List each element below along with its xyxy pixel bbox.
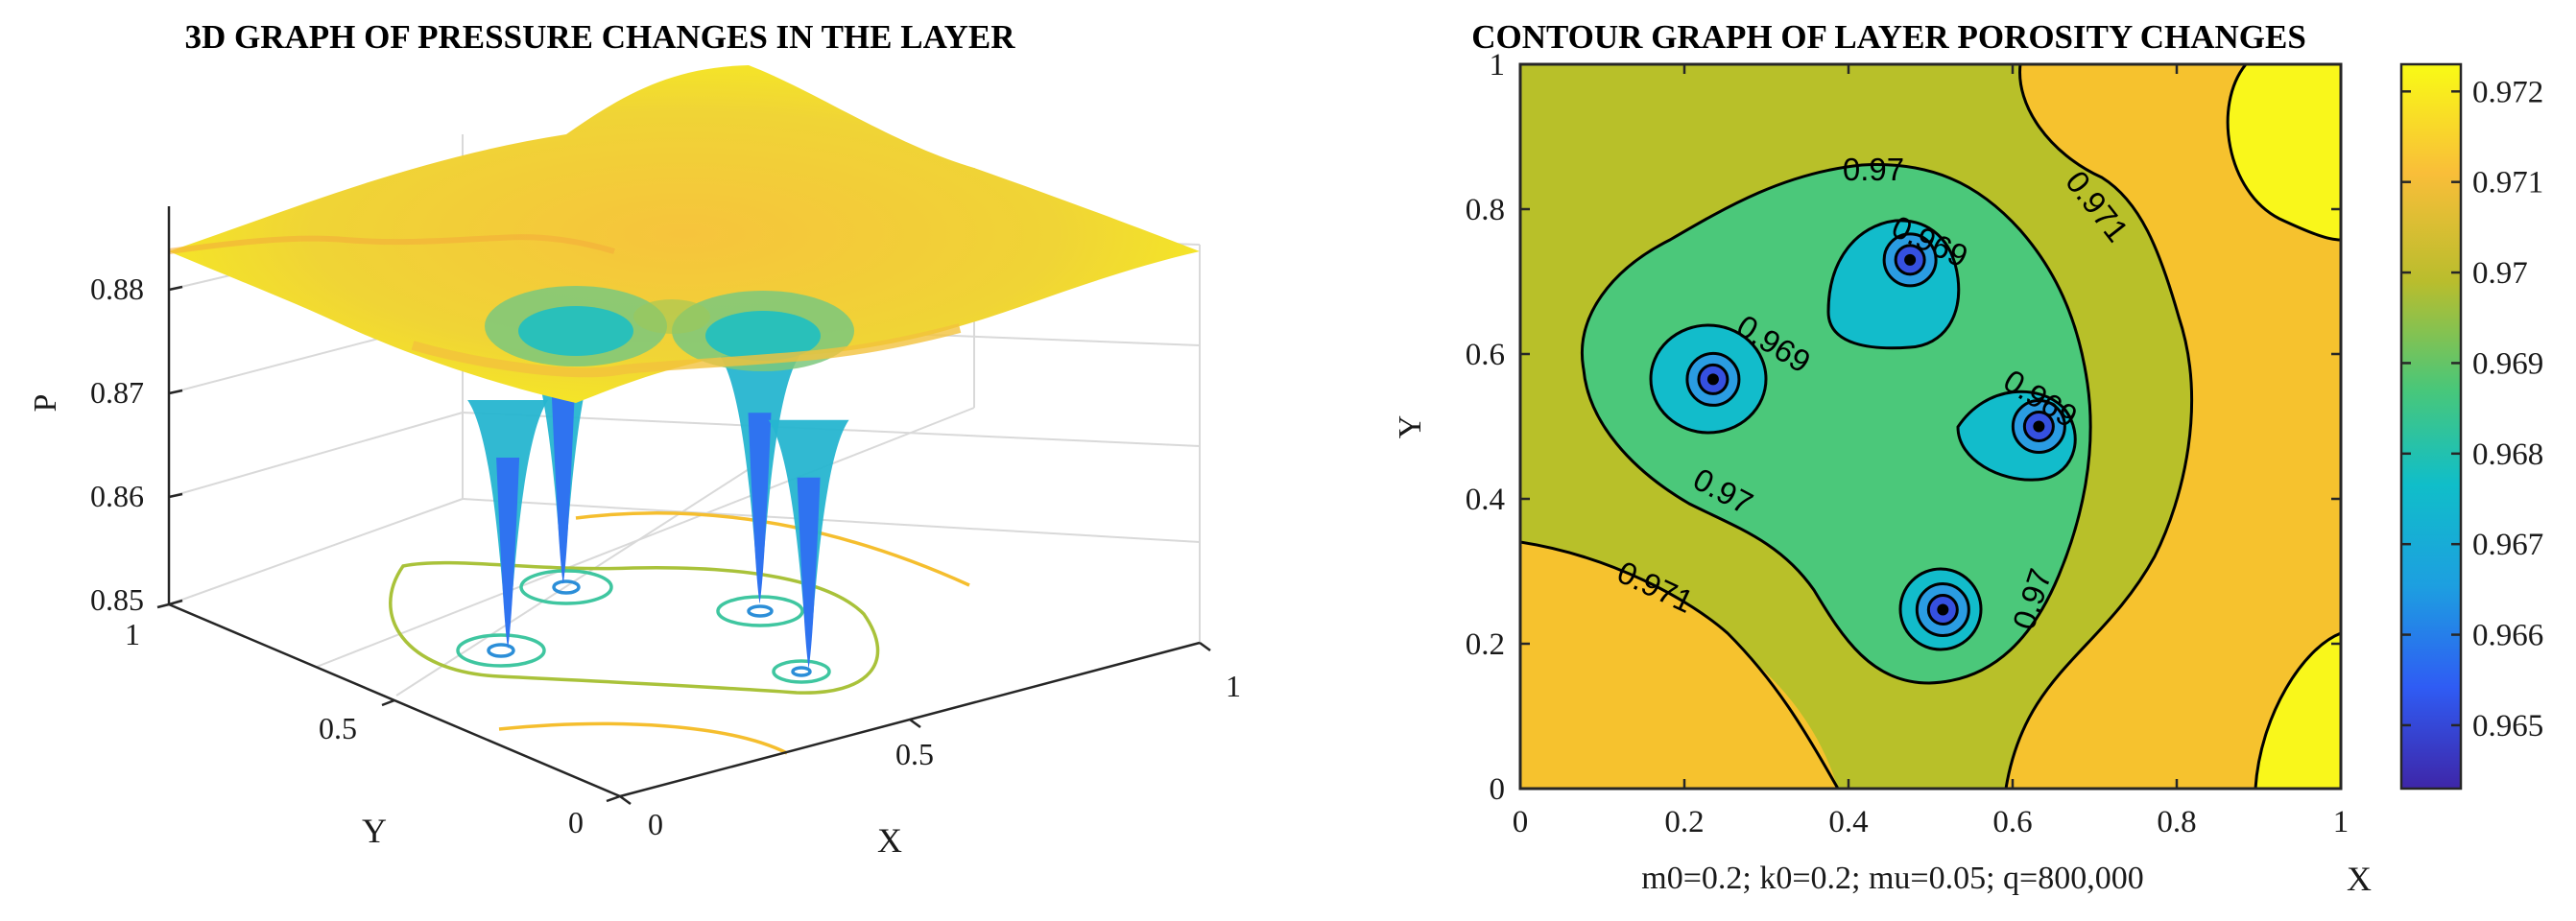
colorbar-tick-label: 0.967 <box>2472 528 2543 562</box>
x-tick-label: 0 <box>648 807 663 841</box>
fill-corner-bottom-right <box>2255 633 2341 789</box>
colorbar-tick-label: 0.968 <box>2472 437 2543 472</box>
floor-contours <box>389 511 970 755</box>
y-tick-label: 0 <box>568 805 584 839</box>
y-tick-label: 0 <box>1490 772 1506 807</box>
z-tick-label: 0.85 <box>90 582 144 617</box>
contour-lines <box>1520 64 2341 789</box>
y-axis-label: Y <box>362 812 387 850</box>
colorbar-tick-label: 0.97 <box>2472 256 2528 291</box>
surface-z-ticks: 0.88 0.87 0.86 0.85 <box>90 272 144 617</box>
surface-x-ticks: 0 0.5 1 <box>648 669 1241 841</box>
contour-y-axis-label: Y <box>1393 415 1428 439</box>
well-marker <box>2011 399 2066 454</box>
colorbar-gradient <box>2399 62 2463 791</box>
x-tick-label: 0.6 <box>1992 805 2032 839</box>
fill-corner-top-right <box>2228 64 2341 240</box>
colorbar-tick-label: 0.972 <box>2472 75 2543 109</box>
colorbar-tick-label: 0.966 <box>2472 619 2543 653</box>
contour-fills <box>1520 64 2341 789</box>
pressure-surface <box>168 65 1200 403</box>
z-tick-label: 0.87 <box>90 375 144 410</box>
colorbar: 0.972 0.971 0.97 0.969 0.968 0.967 0.966 0.965 <box>2399 62 2543 791</box>
pressure-spike <box>768 419 849 669</box>
colorbar-tick-label: 0.965 <box>2472 709 2543 744</box>
contour-panel: CONTOUR GRAPH OF LAYER POROSITY CHANGES <box>1393 18 2543 898</box>
x-tick-label: 0.4 <box>1828 805 1868 839</box>
x-tick-label: 0.8 <box>2157 805 2196 839</box>
y-tick-label: 0.4 <box>1466 483 1505 517</box>
z-tick-label: 0.86 <box>90 479 144 513</box>
x-tick-label: 1 <box>2333 805 2349 839</box>
z-tick-label: 0.88 <box>90 272 144 306</box>
y-tick-label: 0.2 <box>1466 627 1505 662</box>
y-tick-label: 0.5 <box>319 711 357 745</box>
pressure-spikes <box>467 335 849 669</box>
x-tick-label: 0.5 <box>895 737 934 771</box>
contour-label: 0.97 <box>1843 152 1904 187</box>
well-marker <box>1882 232 1938 288</box>
well-marker <box>1915 582 1970 638</box>
colorbar-tick-label: 0.971 <box>2472 166 2543 201</box>
surface-axes <box>156 206 1211 806</box>
back-grid <box>168 134 1201 697</box>
parameter-caption: m0=0.2; k0=0.2; mu=0.05; q=800,000 <box>1641 861 2143 896</box>
surface-title: 3D GRAPH OF PRESSURE CHANGES IN THE LAYE… <box>184 18 1015 56</box>
y-tick-label: 1 <box>125 617 140 651</box>
surface-y-ticks: 1 0.5 0 <box>125 617 584 839</box>
pressure-spike <box>467 400 549 649</box>
pressure-spike <box>719 355 800 604</box>
contour-x-axis-label: X <box>2347 860 2372 898</box>
x-tick-label: 0 <box>1513 805 1529 839</box>
surface-panel: 3D GRAPH OF PRESSURE CHANGES IN THE LAYE… <box>28 18 1241 860</box>
x-axis-label: X <box>877 821 902 860</box>
y-tick-label: 1 <box>1490 48 1506 83</box>
well-marker <box>1685 351 1741 407</box>
colorbar-ticks: 0.972 0.971 0.97 0.969 0.968 0.967 0.966 0.965 <box>2401 75 2543 744</box>
contour-ticks: 0 0.2 0.4 0.6 0.8 1 0 0.2 0.4 0.6 0.8 1 <box>1466 48 2349 839</box>
y-tick-label: 0.6 <box>1466 338 1505 372</box>
x-tick-label: 0.2 <box>1664 805 1704 839</box>
z-axis-label: P <box>28 394 63 413</box>
y-tick-label: 0.8 <box>1466 193 1505 227</box>
x-tick-label: 1 <box>1226 669 1241 703</box>
colorbar-tick-label: 0.969 <box>2472 346 2543 381</box>
contour-title: CONTOUR GRAPH OF LAYER POROSITY CHANGES <box>1471 18 2306 56</box>
contour-plot-box <box>1518 62 2343 791</box>
contour-wells <box>1685 232 2066 638</box>
